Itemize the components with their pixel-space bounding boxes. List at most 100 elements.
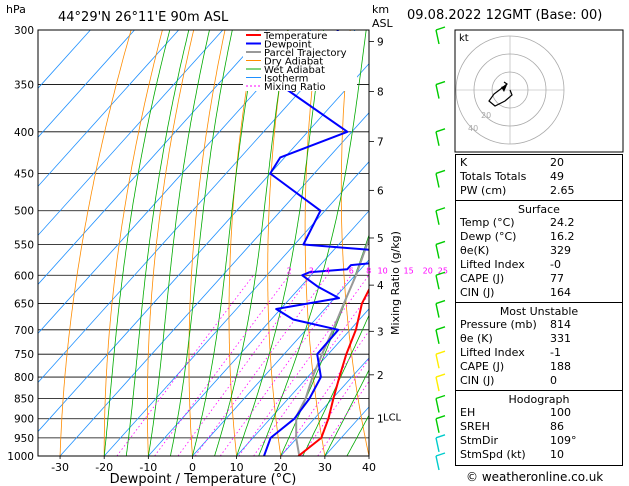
wind-barb [435, 244, 440, 259]
wind-barbs [435, 26, 446, 471]
dry-adiabat-line [188, 30, 226, 456]
index-value: 329 [550, 244, 571, 257]
surface-row: CIN (J) 164 [456, 287, 622, 299]
isotherm-line [38, 30, 312, 335]
wind-barb [435, 398, 440, 413]
isotherm-line [38, 63, 369, 433]
hodograph-ring-label-20: 20 [481, 111, 491, 120]
isotherm-line [38, 30, 356, 384]
isotherm-line [103, 161, 369, 456]
height-tick-label: 2 [377, 370, 384, 382]
isotherm-line [59, 112, 369, 456]
pressure-unit-label: hPa [6, 3, 26, 16]
temperature-tick-label: -20 [95, 461, 113, 474]
index-key: CAPE (J) [460, 360, 505, 373]
temperature-tick-label: 30 [318, 461, 332, 474]
height-tick-label: 6 [377, 185, 384, 197]
index-key: Dewp (°C) [460, 230, 517, 243]
wind-barb-flag [435, 169, 446, 175]
index-key: Totals Totals [460, 170, 527, 183]
isotherm-line [148, 210, 369, 456]
hodograph-section-title: Hodograph [508, 393, 570, 406]
wind-barb-flag [435, 373, 446, 378]
index-row-pw: PW (cm) 2.65 [456, 185, 622, 197]
wind-barb-flag [435, 80, 446, 86]
wind-barb-flag [435, 394, 446, 400]
most-unstable-row: Lifted Index -1 [456, 347, 622, 359]
index-row-totals: Totals Totals 49 [456, 171, 622, 183]
legend: Temperature Dewpoint Parcel Trajectory D… [243, 31, 357, 93]
dry-adiabat-line [410, 30, 457, 456]
wet-adiabat-line [302, 314, 369, 456]
surface-section-title: Surface [518, 203, 560, 216]
isotherm-line [38, 30, 179, 187]
hodograph-trace [488, 81, 513, 107]
index-key: StmDir [460, 434, 499, 447]
pressure-tick-label: 750 [14, 349, 34, 361]
surface-row: Dewp (°C) 16.2 [456, 231, 622, 243]
legend-label-mixing-ratio: Mixing Ratio [264, 82, 326, 93]
index-value: 24.2 [550, 216, 575, 229]
legend-label-wet-adiabat: Wet Adiabat [264, 65, 325, 76]
wet-adiabat-line [170, 30, 233, 456]
height-tick-label: 9 [377, 37, 384, 49]
legend-label-dewpoint: Dewpoint [264, 40, 312, 51]
index-value: 49 [550, 170, 564, 183]
most-unstable-row: CIN (J) 0 [456, 375, 622, 387]
isotherm-line [236, 308, 369, 456]
mixing-ratio-label: 4 [325, 266, 330, 275]
index-value: -1 [550, 346, 561, 359]
index-value: 331 [550, 332, 571, 345]
hodograph-row: SREH 86 [456, 421, 622, 433]
index-key: Lifted Index [460, 346, 525, 359]
mixing-ratio-axis-title: Mixing Ratio (g/kg) [389, 231, 402, 335]
pressure-tick-label: 900 [14, 414, 34, 426]
index-key: K [460, 156, 468, 169]
isotherm-line [38, 30, 135, 138]
most-unstable-row: CAPE (J) 188 [456, 361, 622, 373]
height-tick-label: 5 [377, 233, 384, 245]
mixing-ratio-label: 20 [423, 266, 433, 275]
isotherm-line [38, 30, 224, 236]
surface-row: θe(K) 329 [456, 245, 622, 257]
height-unit-label: km [372, 3, 389, 16]
index-key: CAPE (J) [460, 272, 505, 285]
dry-adiabat-line [228, 30, 257, 456]
mixing-ratio-labels: 2 3 4 6 8 10 15 20 25 [287, 266, 448, 275]
wind-barb [435, 418, 440, 433]
surface-row: Temp (°C) 24.2 [456, 217, 622, 229]
temperature-tick-label: 20 [274, 461, 288, 474]
location-label: 44°29'N 26°11'E 90m ASL [58, 10, 229, 25]
pressure-tick-label: 850 [14, 393, 34, 405]
pressure-tick-label: 450 [14, 168, 34, 180]
dewpoint-line [263, 30, 369, 456]
legend-label-dry-adiabat: Dry Adiabat [264, 57, 323, 68]
temperature-tick-label: 40 [362, 461, 376, 474]
index-value: 77 [550, 272, 564, 285]
pressure-tick-label: 300 [14, 25, 34, 37]
wet-adiabat-line [103, 30, 171, 456]
wind-barb-flag [435, 128, 446, 133]
mixing-ratio-label: 3 [309, 266, 314, 275]
dry-adiabat-line [146, 30, 195, 456]
index-value: -0 [550, 258, 561, 271]
height-tick-label: 8 [377, 87, 384, 99]
index-value: 100 [550, 406, 571, 419]
index-value: 10 [550, 448, 564, 461]
wind-barb [435, 376, 440, 392]
wind-barb-flag [435, 415, 446, 420]
most-unstable-section-title: Most Unstable [499, 305, 579, 318]
index-value: 164 [550, 286, 571, 299]
temperature-line [297, 287, 369, 456]
mixing-ratio-line [317, 380, 369, 456]
indices-panel: K 20 Totals Totals 49 PW (cm) 2.65 Surface … [455, 154, 623, 466]
section-divider [456, 390, 622, 391]
wind-barb-flag [435, 207, 446, 212]
wind-barb [435, 131, 440, 146]
wind-barb [435, 354, 440, 369]
section-divider [456, 302, 622, 303]
mixing-ratio-line [154, 275, 290, 456]
pressure-tick-label: 600 [14, 270, 34, 282]
legend-label-temperature: Temperature [263, 31, 327, 42]
index-value: 86 [550, 420, 564, 433]
